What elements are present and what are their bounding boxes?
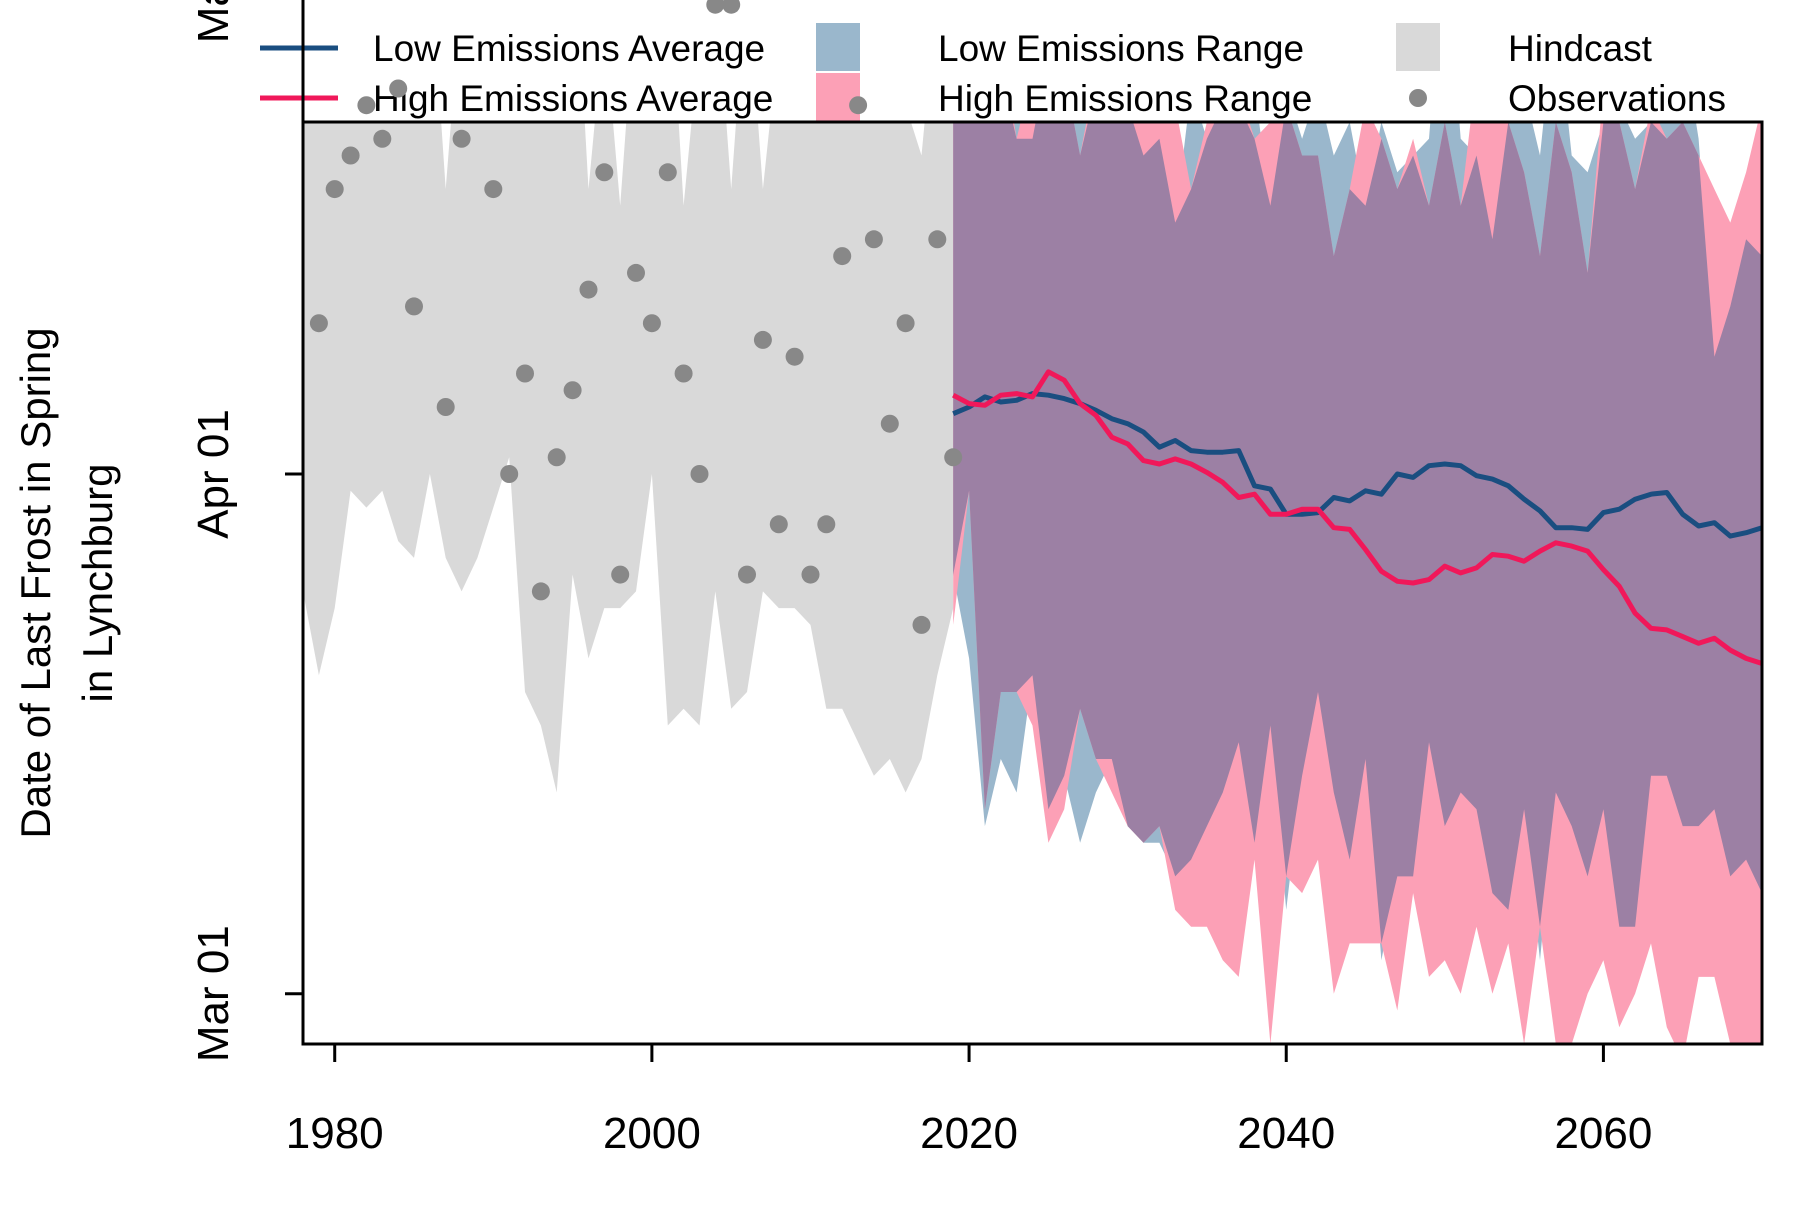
observation-points <box>309 0 963 634</box>
legend-label: Observations <box>1508 78 1726 119</box>
observation-point <box>706 0 725 14</box>
plot-area <box>301 0 1764 1046</box>
average-lines <box>952 369 1762 666</box>
observation-point <box>658 163 677 182</box>
observation-point <box>896 314 915 333</box>
observation-point <box>642 314 661 333</box>
range-overlap-band <box>953 122 1762 944</box>
observation-point <box>516 364 534 383</box>
observation-point <box>595 163 614 182</box>
observation-point <box>785 347 804 366</box>
observation-point <box>357 96 376 115</box>
x-tick-label: 2040 <box>1237 1109 1335 1158</box>
observation-point <box>912 615 931 634</box>
observation-point <box>405 297 423 316</box>
observation-point <box>849 96 868 115</box>
legend-box-symbol <box>816 23 860 71</box>
legend-box-symbol <box>816 73 860 121</box>
observation-point <box>452 129 471 148</box>
x-tick-label: 2000 <box>603 1109 701 1158</box>
range-bands <box>303 122 1762 1044</box>
observation-point <box>531 582 550 601</box>
y-axis-title-line-2: in Lynchburg <box>74 464 121 703</box>
y-axis-title-line-1: Date of Last Frost in Spring <box>12 327 59 838</box>
observation-point <box>864 230 883 249</box>
legend-label: High Emissions Range <box>938 78 1312 119</box>
y-axis: Mar 01 Apr 01 May 01 <box>189 0 305 1062</box>
observation-point <box>880 414 899 433</box>
observation-point <box>944 448 963 467</box>
observation-point <box>769 515 788 534</box>
legend-dot-symbol <box>1409 89 1427 107</box>
observation-point <box>500 465 519 483</box>
legend-label: Hindcast <box>1508 28 1653 69</box>
observation-point <box>373 129 392 148</box>
legend-label: Low Emissions Average <box>373 28 765 69</box>
observation-point <box>722 0 741 14</box>
observation-point <box>690 465 709 483</box>
observation-point <box>611 565 630 584</box>
legend-box-symbol <box>1396 23 1440 71</box>
observation-point <box>833 247 852 266</box>
x-tick-label: 2020 <box>920 1109 1018 1158</box>
x-tick-label: 1980 <box>286 1109 384 1158</box>
observation-point <box>579 280 598 299</box>
observation-point <box>563 381 582 400</box>
observation-point <box>928 230 947 249</box>
observation-point <box>817 515 836 534</box>
observation-point <box>674 364 693 383</box>
hindcast-range-band <box>303 122 954 793</box>
y-tick-label: May 01 <box>189 0 238 43</box>
y-tick-label: Apr 01 <box>189 409 238 539</box>
observation-point <box>436 398 455 416</box>
legend: Low Emissions Average High Emissions Aver… <box>260 23 1726 121</box>
observation-point <box>389 79 408 98</box>
legend-label: Low Emissions Range <box>938 28 1304 69</box>
observation-point <box>484 180 503 199</box>
observation-point <box>753 330 772 349</box>
observation-point <box>341 146 360 165</box>
observation-point <box>738 565 756 584</box>
x-axis: 1980 2000 2020 2040 2060 <box>286 1042 1652 1158</box>
observation-point <box>801 565 820 584</box>
x-tick-label: 2060 <box>1554 1109 1652 1158</box>
observation-point <box>627 263 645 282</box>
observation-point <box>325 180 344 199</box>
observation-point <box>309 314 328 333</box>
y-tick-label: Mar 01 <box>189 925 238 1062</box>
high-emissions-average-line <box>952 369 1762 666</box>
legend-label: High Emissions Average <box>373 78 773 119</box>
observation-point <box>547 448 566 467</box>
